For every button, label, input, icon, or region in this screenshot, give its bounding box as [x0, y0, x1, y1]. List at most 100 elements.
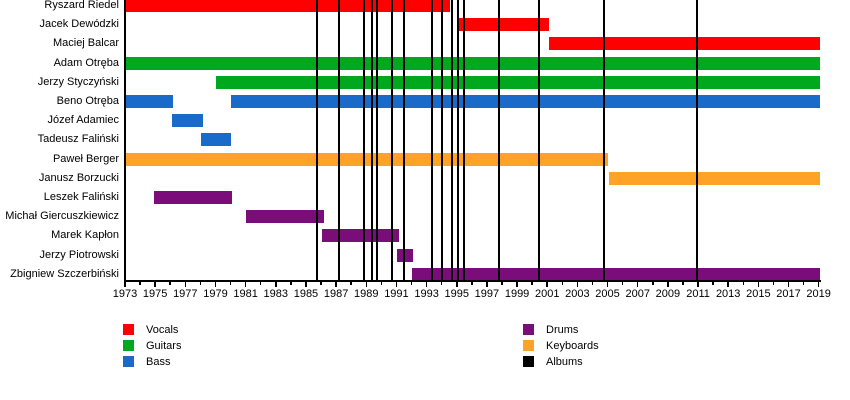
legend-label-drums: Drums: [546, 324, 579, 336]
album-release-line: [316, 0, 319, 280]
axis-major-tick: [305, 282, 307, 287]
axis-major-tick: [486, 282, 488, 287]
album-release-line: [537, 0, 540, 280]
axis-minor-tick: [380, 282, 383, 285]
axis-major-tick: [365, 282, 368, 287]
member-label: Michał Giercuszkiewicz: [5, 210, 119, 223]
album-release-line: [402, 0, 405, 280]
member-bar-drums: [154, 191, 233, 204]
album-release-line: [451, 0, 454, 280]
legend-swatch-albums: [523, 356, 534, 367]
axis-minor-tick: [139, 282, 141, 285]
y-axis-line: [124, 0, 126, 282]
axis-tick-label: 1977: [173, 288, 198, 300]
axis-tick-label: 2007: [625, 288, 650, 300]
legend-label-vocals: Vocals: [146, 324, 179, 336]
album-release-line: [371, 0, 374, 280]
axis-tick-label: 2017: [776, 288, 801, 300]
legend-label-albums: Albums: [546, 356, 583, 368]
member-label: Janusz Borzucki: [38, 171, 119, 184]
axis-tick-label: 2013: [715, 288, 741, 300]
axis-major-tick: [787, 282, 790, 287]
member-label: Maciej Balcar: [52, 37, 119, 50]
axis-tick-label: 1987: [323, 288, 349, 300]
axis-minor-tick: [259, 282, 262, 285]
axis-minor-tick: [742, 282, 745, 285]
member-bar-drums: [321, 229, 399, 243]
axis-minor-tick: [501, 282, 503, 285]
album-release-line: [338, 0, 341, 280]
album-release-line: [430, 0, 433, 280]
member-bar-keyboards: [125, 152, 609, 166]
member-bar-vocals: [125, 0, 450, 12]
album-release-line: [497, 0, 500, 280]
axis-minor-tick: [229, 282, 232, 285]
axis-major-tick: [667, 282, 669, 287]
album-release-line: [696, 0, 699, 280]
axis-tick-label: 2011: [686, 288, 710, 300]
album-release-line: [375, 0, 378, 280]
axis-tick-label: 1993: [414, 288, 439, 300]
legend-swatch-guitars: [123, 340, 134, 351]
axis-minor-tick: [802, 282, 805, 285]
member-bar-vocals: [459, 18, 550, 32]
axis-minor-tick: [290, 282, 292, 285]
axis-major-tick: [425, 282, 428, 287]
axis-minor-tick: [320, 282, 322, 285]
axis-minor-tick: [561, 282, 564, 285]
axis-major-tick: [606, 282, 609, 287]
axis-tick-label: 1997: [474, 288, 500, 300]
member-bar-bass: [171, 114, 204, 128]
axis-tick-label: 2019: [806, 288, 831, 300]
x-axis-line: [124, 280, 821, 282]
axis-tick-label: 2001: [534, 288, 560, 300]
legend-label-guitars: Guitars: [146, 340, 182, 352]
axis-minor-tick: [410, 282, 413, 285]
axis-major-tick: [546, 282, 548, 287]
axis-major-tick: [214, 282, 217, 287]
axis-tick-label: 2003: [565, 288, 590, 300]
axis-minor-tick: [350, 282, 352, 285]
axis-tick-label: 1995: [444, 288, 469, 300]
album-release-line: [457, 0, 460, 280]
album-release-line: [602, 0, 605, 280]
axis-minor-tick: [169, 282, 171, 285]
axis-major-tick: [456, 282, 458, 287]
axis-tick-label: 1973: [112, 288, 138, 300]
member-bar-bass: [125, 95, 174, 108]
member-label: Józef Adamiec: [47, 114, 119, 127]
album-release-line: [440, 0, 443, 280]
member-bar-guitars: [216, 75, 821, 89]
axis-major-tick: [335, 282, 337, 287]
legend-label-keyboards: Keyboards: [546, 340, 599, 352]
member-label: Jacek Dewódzki: [39, 18, 119, 31]
member-bar-keyboards: [609, 171, 821, 185]
axis-major-tick: [817, 282, 820, 287]
axis-major-tick: [275, 282, 277, 287]
member-bar-drums: [397, 248, 414, 262]
member-label: Leszek Faliński: [43, 191, 119, 203]
member-label: Jerzy Piotrowski: [39, 248, 119, 261]
axis-tick-label: 2015: [746, 288, 771, 300]
album-release-line: [363, 0, 366, 280]
legend-swatch-vocals: [123, 324, 134, 335]
member-label: Marek Kapłon: [51, 229, 119, 242]
axis-major-tick: [516, 282, 518, 287]
member-bar-drums: [412, 267, 821, 281]
album-release-line: [462, 0, 465, 280]
axis-tick-label: 1989: [354, 288, 379, 300]
axis-major-tick: [697, 282, 699, 287]
member-bar-vocals: [548, 37, 821, 51]
legend-swatch-bass: [123, 356, 134, 367]
axis-major-tick: [124, 282, 126, 287]
axis-tick-label: 2009: [655, 288, 681, 300]
member-label: Ryszard Riedel: [44, 0, 119, 11]
axis-minor-tick: [772, 282, 775, 285]
axis-minor-tick: [712, 282, 714, 285]
axis-major-tick: [727, 282, 729, 287]
axis-major-tick: [395, 282, 398, 287]
legend: Vocals Guitars Bass Drums Keyboards Albums: [0, 310, 850, 400]
axis-tick-label: 1979: [203, 288, 228, 300]
axis-tick-label: 1991: [384, 288, 409, 300]
album-release-line: [390, 0, 393, 280]
